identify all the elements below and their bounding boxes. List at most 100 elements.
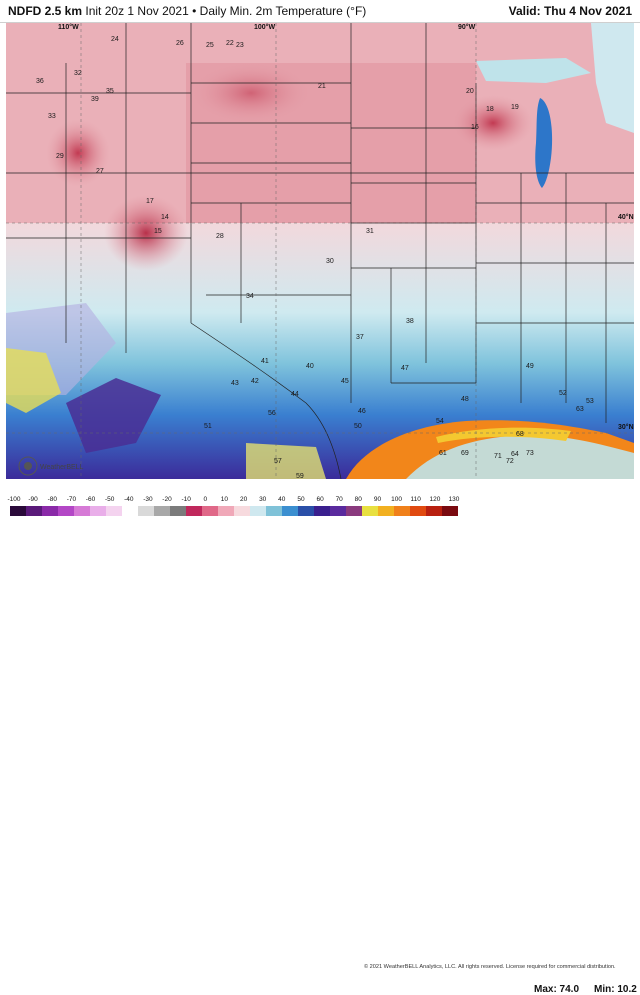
temperature-label: 20 <box>466 88 474 95</box>
colorbar-tick: 120 <box>429 496 441 503</box>
max-value-label: Max: 74.0 <box>534 984 580 995</box>
temperature-label: 71 <box>494 453 502 460</box>
graticule-label: 90°W <box>458 23 476 31</box>
temperature-label: 31 <box>366 228 374 235</box>
temperature-label: 59 <box>296 473 304 479</box>
colorbar-tick: 70 <box>335 496 343 503</box>
dakotas-cold-core <box>191 63 311 123</box>
colorbar-segment <box>266 506 283 516</box>
title-separator: • <box>192 4 197 18</box>
temperature-label: 17 <box>146 198 154 205</box>
colorbar-segment <box>442 506 458 516</box>
temperature-label: 16 <box>471 124 479 131</box>
temperature-label: 41 <box>261 358 269 365</box>
colorbar-tick: 90 <box>373 496 382 503</box>
temperature-label: 26 <box>176 40 184 47</box>
init-time: Init 20z 1 Nov 2021 <box>85 4 189 18</box>
field-name: Daily Min. 2m Temperature (°F) <box>199 4 367 18</box>
temperature-label: 23 <box>236 42 244 49</box>
temperature-label: 47 <box>401 365 409 372</box>
temperature-labels: 24 26 25 22 23 21 20 18 19 16 33 36 32 39 35 29 27 28 30 31… <box>36 36 594 479</box>
colorbar-segment <box>378 506 395 516</box>
map-title: NDFD 2.5 km Init 20z 1 Nov 2021 • Daily … <box>8 4 366 18</box>
temperature-label: 39 <box>91 96 99 103</box>
gulf-water <box>406 435 634 479</box>
title-bar: NDFD 2.5 km Init 20z 1 Nov 2021 • Daily … <box>0 0 640 23</box>
temperature-label: 28 <box>216 233 224 240</box>
temperature-map[interactable]: 110°W 100°W 90°W 40°N 30°N 24 26 25 22 23 21 20 18 1… <box>6 23 634 479</box>
graticule-label: 40°N <box>618 213 634 221</box>
colorbar-segment <box>410 506 427 516</box>
colorbar-segment <box>138 506 155 516</box>
colorbar-tick: -20 <box>162 496 172 503</box>
footer-bar: © 2021 WeatherBELL Analytics, LLC. All r… <box>0 480 640 995</box>
colorbar-tick: -70 <box>66 496 77 503</box>
colorbar-segment <box>26 506 43 516</box>
copyright-credit: © 2021 WeatherBELL Analytics, LLC. All r… <box>364 964 616 970</box>
colorbar-segment <box>202 506 219 516</box>
temperature-label: 61 <box>439 450 447 457</box>
colorbar-tick: -90 <box>28 496 38 503</box>
temperature-colorbar <box>10 506 458 516</box>
colorbar-segment <box>122 506 139 516</box>
temperature-label: 44 <box>291 391 299 398</box>
colorbar-tick: -10 <box>181 496 191 503</box>
colorbar-tick: -30 <box>143 496 153 503</box>
temperature-label: 73 <box>526 450 534 457</box>
colorbar-tick: 130 <box>448 496 460 503</box>
colorbar-segment <box>282 506 299 516</box>
temperature-label: 27 <box>96 168 104 175</box>
colorbar-segment <box>250 506 267 516</box>
graticule-label: 110°W <box>58 23 79 31</box>
graticule-label: 100°W <box>254 23 275 31</box>
colorbar-tick: -40 <box>124 496 134 503</box>
lake-michigan <box>535 98 553 188</box>
temperature-label: 19 <box>511 104 519 111</box>
state-boundaries <box>6 23 634 479</box>
temperature-label: 25 <box>206 42 214 49</box>
min-value-label: Min: 10.2 <box>594 984 637 995</box>
colorbar-tick: 30 <box>259 496 267 503</box>
graticule-label: 30°N <box>618 423 634 431</box>
graticule <box>6 23 634 479</box>
temperature-label: 32 <box>74 70 82 77</box>
temperature-label: 21 <box>318 83 326 90</box>
colorbar-tick-labels: -100 -90 -80 -70 -60 -50 -40 -30 -20 -10 0 10 20 30 40… <box>0 494 640 506</box>
temperature-label: 37 <box>356 334 364 341</box>
colorbar-tick: -50 <box>104 496 115 503</box>
colorbar-segment <box>298 506 315 516</box>
temperature-label: 63 <box>576 406 584 413</box>
colorbar-segment <box>154 506 171 516</box>
mexico-purple-fill <box>66 378 161 453</box>
colorbar-segment <box>106 506 123 516</box>
colorbar-tick: 80 <box>354 496 362 503</box>
colorbar-segment <box>330 506 347 516</box>
colorbar-tick: 100 <box>391 496 403 503</box>
colorbar-segment <box>218 506 235 516</box>
temperature-label: 24 <box>111 36 119 43</box>
southwest-yellow-fill <box>6 348 61 413</box>
colorbar-segment <box>346 506 363 516</box>
colorbar-tick: -60 <box>85 496 96 503</box>
colorbar-tick: 40 <box>278 496 286 503</box>
colorado-cold-core <box>104 195 188 271</box>
temperature-label: 22 <box>226 40 234 47</box>
colorbar-segment <box>186 506 203 516</box>
colorbar-tick: 10 <box>220 496 229 503</box>
temperature-label: 49 <box>526 363 534 370</box>
temperature-label: 48 <box>461 396 469 403</box>
colorbar-segment <box>170 506 187 516</box>
colorbar-segment <box>234 506 251 516</box>
colorbar-segment <box>362 506 379 516</box>
colorbar-segment <box>90 506 107 516</box>
colorbar-segment <box>74 506 91 516</box>
temperature-label: 57 <box>274 458 282 465</box>
temperature-label: 50 <box>354 423 362 430</box>
temperature-label: 54 <box>436 418 444 425</box>
colorbar-segment <box>42 506 59 516</box>
temperature-label: 53 <box>586 398 594 405</box>
gulf-yellow-band <box>436 427 571 443</box>
temperature-label: 43 <box>231 380 239 387</box>
model-name: NDFD 2.5 km <box>8 4 83 18</box>
